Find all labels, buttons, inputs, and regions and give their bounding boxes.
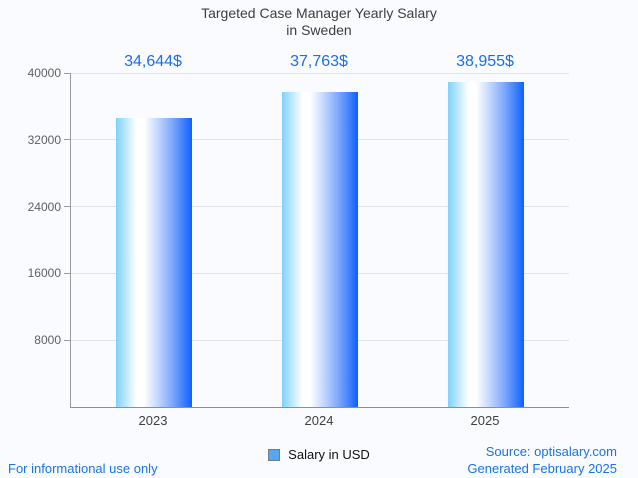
source-link[interactable]: Source: optisalary.com xyxy=(485,444,617,459)
generated-date: Generated February 2025 xyxy=(467,460,617,476)
gridline xyxy=(71,72,569,74)
source-block: Source: optisalary.com Generated Februar… xyxy=(467,444,617,477)
legend: Salary in USD xyxy=(0,447,638,462)
chart-title-line1: Targeted Case Manager Yearly Salary xyxy=(201,5,437,21)
legend-label: Salary in USD xyxy=(288,447,370,462)
y-axis-tick-label: 24000 xyxy=(27,199,61,214)
bar-2025 xyxy=(448,81,524,407)
y-axis-tick-label: 40000 xyxy=(27,66,61,80)
y-axis-tick xyxy=(64,272,70,274)
legend-swatch-icon xyxy=(268,448,281,461)
chart-title: Targeted Case Manager Yearly Salary in S… xyxy=(0,5,638,38)
value-label-2024: 37,763$ xyxy=(290,53,348,70)
x-axis-label-2023: 2023 xyxy=(138,413,168,428)
plot-area: 8000 16000 24000 32000 40000 xyxy=(28,66,569,408)
disclaimer-text: For informational use only xyxy=(8,461,158,476)
y-axis-tick xyxy=(64,339,70,341)
y-axis-tick xyxy=(64,72,70,74)
value-label-2025: 38,955$ xyxy=(456,53,514,70)
value-label-2023: 34,644$ xyxy=(124,53,182,70)
x-axis-label-2025: 2025 xyxy=(470,413,500,428)
y-axis-tick-label: 8000 xyxy=(34,333,61,348)
x-axis-label-2024: 2024 xyxy=(304,413,334,428)
y-axis-tick xyxy=(64,206,70,208)
y-axis-tick-label: 16000 xyxy=(27,266,61,281)
y-axis-tick-label: 32000 xyxy=(27,132,61,147)
chart-title-line2: in Sweden xyxy=(286,21,352,38)
bar-2023 xyxy=(116,117,192,407)
y-axis-tick xyxy=(64,139,70,141)
bar-2024 xyxy=(282,91,358,407)
